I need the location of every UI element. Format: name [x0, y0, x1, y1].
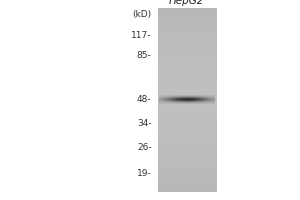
- Text: (kD): (kD): [132, 9, 152, 19]
- Text: 85-: 85-: [137, 51, 152, 60]
- Text: 34-: 34-: [137, 119, 152, 129]
- Text: 117-: 117-: [131, 31, 152, 40]
- Text: 26-: 26-: [137, 144, 152, 152]
- Text: 19-: 19-: [137, 170, 152, 178]
- Text: 48-: 48-: [137, 96, 152, 104]
- Text: HepG2: HepG2: [169, 0, 204, 6]
